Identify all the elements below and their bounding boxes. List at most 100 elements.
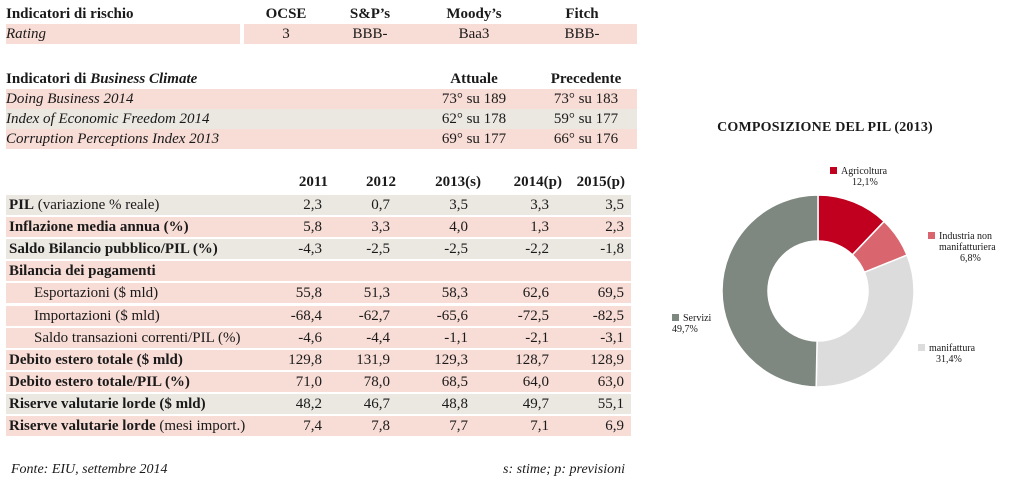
macro-row-label: Debito estero totale ($ mld) <box>9 350 183 370</box>
macro-row: Importazioni ($ mld) -68,4 -62,7 -65,6 -72,5… <box>6 306 631 326</box>
risk-rating-row: Rating 3 BBB- Baa3 BBB- <box>6 24 637 44</box>
rating-sp: BBB- <box>326 24 414 44</box>
macro-value: 71,0 <box>270 372 322 392</box>
macro-value: 63,0 <box>572 372 624 392</box>
climate-row: Doing Business 2014 73° su 189 73° su 18… <box>6 89 637 109</box>
macro-row: Riserve valutarie lorde ($ mld) 48,2 46,7 4… <box>6 394 631 414</box>
legend-label: Agricoltura <box>841 166 887 177</box>
risk-col-sp: S&P’s <box>326 4 414 24</box>
climate-row-label: Doing Business 2014 <box>6 89 134 109</box>
macro-value: -2,1 <box>497 328 549 348</box>
climate-header-row: Indicatori di Business Climate Attuale P… <box>6 69 637 89</box>
macro-value: 131,9 <box>338 350 390 370</box>
macro-value: -4,6 <box>270 328 322 348</box>
macro-row-label: Debito estero totale/PIL (%) <box>9 372 190 392</box>
legend-label: Industria non manifatturiera <box>939 231 1017 253</box>
macro-row: Saldo Bilancio pubblico/PIL (%) -4,3 -2,5 -… <box>6 239 631 259</box>
macro-value: 7,4 <box>270 416 322 436</box>
macro-value <box>572 261 624 281</box>
climate-row-current: 62° su 178 <box>426 109 522 129</box>
macro-value: 6,9 <box>572 416 624 436</box>
macro-value: 68,5 <box>416 372 468 392</box>
macro-value: 58,3 <box>416 283 468 303</box>
legend-manifattura: manifattura 31,4% <box>918 343 975 365</box>
macro-row: Esportazioni ($ mld) 55,8 51,3 58,3 62,6 69,5 <box>6 283 631 303</box>
macro-value: -4,4 <box>338 328 390 348</box>
macro-value: -2,5 <box>338 239 390 259</box>
macro-value: -2,2 <box>497 239 549 259</box>
macro-value: 49,7 <box>497 394 549 414</box>
macro-value: 128,9 <box>572 350 624 370</box>
climate-row-previous: 66° su 176 <box>538 129 634 149</box>
risk-col-moodys: Moody’s <box>430 4 518 24</box>
macro-row: Riserve valutarie lorde (mesi import.) 7,… <box>6 416 631 436</box>
climate-col-previous: Precedente <box>538 69 634 89</box>
macro-value <box>416 261 468 281</box>
macro-row-label: Esportazioni ($ mld) <box>34 283 158 303</box>
climate-row-label: Corruption Perceptions Index 2013 <box>6 129 219 149</box>
legend-value: 6,8% <box>928 253 981 264</box>
macro-value: -65,6 <box>416 306 468 326</box>
macro-row: Saldo transazioni correnti/PIL (%) -4,6 -4… <box>6 328 631 348</box>
macro-value: 55,8 <box>270 283 322 303</box>
macro-row-label: Riserve valutarie lorde ($ mld) <box>9 394 206 414</box>
rating-moodys: Baa3 <box>430 24 518 44</box>
macro-value: 51,3 <box>338 283 390 303</box>
macro-value: -1,1 <box>416 328 468 348</box>
macro-value: 46,7 <box>338 394 390 414</box>
rating-label: Rating <box>6 24 46 44</box>
macro-row-label: Saldo Bilancio pubblico/PIL (%) <box>9 239 218 259</box>
legend-swatch <box>918 344 925 351</box>
macro-row-label: Importazioni ($ mld) <box>34 306 160 326</box>
macro-value: -2,5 <box>416 239 468 259</box>
risk-col-ocse: OCSE <box>246 4 326 24</box>
macro-value: 7,1 <box>497 416 549 436</box>
macro-value: -4,3 <box>270 239 322 259</box>
macro-value: 1,3 <box>497 217 549 237</box>
legend-label: manifattura <box>929 343 975 354</box>
legend-swatch <box>830 167 837 174</box>
macro-value: 129,3 <box>416 350 468 370</box>
macro-row-label: PIL (variazione % reale) <box>9 195 159 215</box>
macro-value: 2,3 <box>270 195 322 215</box>
year-header: 2014(p) <box>492 172 562 192</box>
macro-value: -68,4 <box>270 306 322 326</box>
macro-value: 69,5 <box>572 283 624 303</box>
rating-fitch: BBB- <box>540 24 624 44</box>
legend-agricoltura: Agricoltura 12,1% <box>830 166 887 188</box>
macro-value: 7,8 <box>338 416 390 436</box>
year-header: 2015(p) <box>555 172 625 192</box>
macro-value: -62,7 <box>338 306 390 326</box>
macro-row: Bilancia dei pagamenti <box>6 261 631 281</box>
macro-value: 128,7 <box>497 350 549 370</box>
macro-value: 4,0 <box>416 217 468 237</box>
legend-note: s: stime; p: previsioni <box>480 462 625 478</box>
climate-col-current: Attuale <box>426 69 522 89</box>
climate-row-current: 73° su 189 <box>426 89 522 109</box>
legend-value: 31,4% <box>918 354 962 365</box>
year-header: 2011 <box>268 172 328 192</box>
legend-industria: Industria non manifatturiera 6,8% <box>928 231 1017 264</box>
legend-value: 12,1% <box>830 177 878 188</box>
macro-value: 2,3 <box>572 217 624 237</box>
macro-value: 48,2 <box>270 394 322 414</box>
risk-col-fitch: Fitch <box>540 4 624 24</box>
climate-row: Corruption Perceptions Index 2013 69° su… <box>6 129 637 149</box>
macro-value: 64,0 <box>497 372 549 392</box>
legend-servizi: Servizi 49,7% <box>672 313 711 335</box>
macro-row-label: Saldo transazioni correnti/PIL (%) <box>34 328 240 348</box>
climate-title: Indicatori di Business Climate <box>6 69 197 89</box>
macro-value: 3,5 <box>416 195 468 215</box>
legend-label: Servizi <box>683 313 711 324</box>
macro-value: -82,5 <box>572 306 624 326</box>
source-note: Fonte: EIU, settembre 2014 <box>11 462 168 478</box>
macro-value: 7,7 <box>416 416 468 436</box>
macro-value: 0,7 <box>338 195 390 215</box>
macro-row: PIL (variazione % reale) 2,3 0,7 3,5 3,3 3,5 <box>6 195 631 215</box>
macro-value: 3,3 <box>497 195 549 215</box>
year-header: 2012 <box>336 172 396 192</box>
climate-row-current: 69° su 177 <box>426 129 522 149</box>
macro-value: 55,1 <box>572 394 624 414</box>
macro-value <box>497 261 549 281</box>
macro-header-row: 2011 2012 2013(s) 2014(p) 2015(p) <box>6 172 631 192</box>
